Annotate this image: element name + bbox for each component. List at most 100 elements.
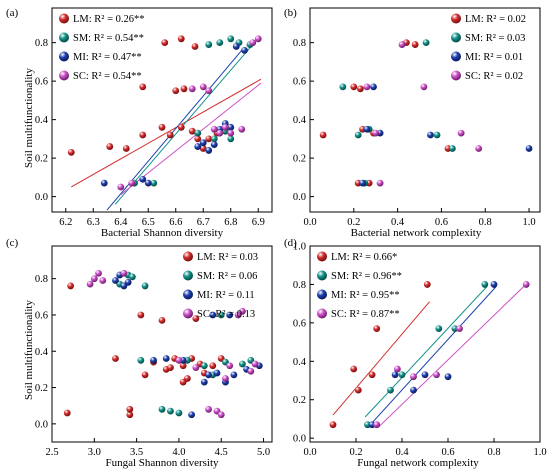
point-sm xyxy=(339,83,347,91)
legend-marker-sc xyxy=(59,70,69,81)
panel-c: (c) Soil multifunctionality Fungal Shann… xyxy=(6,237,273,469)
point-lm xyxy=(319,131,327,139)
plot-frame xyxy=(309,245,541,443)
legend-label-lm: LM: R² = 0.02 xyxy=(465,14,526,25)
panel-d: (d) Fungal network complexity 0.0 0.2 0.4 0… xyxy=(284,237,547,469)
point-mi xyxy=(232,43,240,50)
point-sc xyxy=(373,421,381,429)
point-lm xyxy=(67,282,75,290)
panel-label: (d) xyxy=(284,237,297,249)
y-tick-label: 0.8 xyxy=(35,274,48,285)
legend-label-sm: SM: R² = 0.06 xyxy=(197,271,257,282)
y-axis-title: Soil multifunctionality xyxy=(23,300,35,400)
point-mi xyxy=(210,141,218,149)
y-tick-label: 0.4 xyxy=(35,115,49,126)
point-lm xyxy=(354,386,362,394)
point-mi xyxy=(213,369,221,377)
point-mi xyxy=(188,411,196,419)
point-lm xyxy=(177,35,185,43)
point-sc xyxy=(376,179,384,187)
point-mi xyxy=(112,277,119,284)
fit-line-mi xyxy=(371,286,497,424)
point-sc xyxy=(433,371,440,379)
point-lm xyxy=(161,39,169,47)
point-sc xyxy=(188,85,196,93)
point-mi xyxy=(162,355,170,362)
point-sc xyxy=(372,129,380,137)
legend-label-mi: MI: R² = 0.95** xyxy=(331,290,400,301)
point-lm xyxy=(126,411,134,419)
point-mi xyxy=(227,123,235,131)
point-mi xyxy=(363,125,371,133)
point-sm xyxy=(227,35,235,43)
x-tick-label: 6.8 xyxy=(224,217,237,228)
legend-label-sm: SM: R² = 0.54** xyxy=(73,33,144,44)
point-mi xyxy=(230,371,238,379)
point-lm xyxy=(205,135,213,143)
point-lm xyxy=(188,127,196,135)
legend-marker-sc xyxy=(451,70,461,81)
y-tick-label: 0.6 xyxy=(35,77,48,88)
panel-a: (a) Soil multifunctionality Bacterial Sh… xyxy=(6,7,273,239)
point-sc xyxy=(254,35,262,43)
x-tick-label: 0.4 xyxy=(395,447,409,458)
point-lm xyxy=(329,421,337,429)
legend-label-mi: MI: R² = 0.47** xyxy=(73,52,142,63)
fit-line-sc xyxy=(120,82,262,196)
point-lm xyxy=(63,409,71,417)
point-sc xyxy=(128,179,136,187)
point-sm xyxy=(205,41,213,48)
x-tick-label: 0.0 xyxy=(303,217,316,228)
legend-marker-sm xyxy=(451,32,461,43)
panel-label: (b) xyxy=(284,7,297,19)
point-mi xyxy=(209,311,217,319)
point-sm xyxy=(128,273,136,281)
point-sm xyxy=(210,135,218,143)
point-mi xyxy=(194,143,202,150)
point-sm xyxy=(167,407,174,415)
point-lm xyxy=(177,123,185,131)
point-mi xyxy=(199,139,207,147)
point-lm xyxy=(122,145,130,152)
point-sc xyxy=(199,83,207,91)
point-lm xyxy=(112,355,119,362)
point-sc xyxy=(420,83,428,91)
point-lm xyxy=(191,43,199,50)
legend-label-sc: SC: R² = 0.13 xyxy=(197,309,255,320)
point-sm xyxy=(238,360,246,368)
point-lm xyxy=(194,135,202,143)
fit-line-sm xyxy=(114,44,254,205)
point-lm xyxy=(411,41,419,48)
point-lm xyxy=(199,145,207,152)
x-tick-label: 0.4 xyxy=(391,217,405,228)
point-sc xyxy=(249,39,257,47)
point-mi xyxy=(150,356,157,364)
point-sm xyxy=(227,135,235,143)
point-sc xyxy=(90,275,98,283)
x-axis-title: Bacterial network complexity xyxy=(351,227,482,239)
point-sc xyxy=(205,405,212,413)
point-sm xyxy=(217,311,225,319)
point-lm xyxy=(137,311,145,319)
plot-frame xyxy=(51,7,273,213)
x-tick-label: 6.7 xyxy=(197,217,210,228)
point-sc xyxy=(205,87,213,95)
legend-marker-sm xyxy=(59,32,69,43)
y-tick-label: 0.0 xyxy=(293,192,306,203)
x-tick-label: 0.0 xyxy=(303,447,316,458)
x-tick-label: 0.6 xyxy=(435,217,448,228)
x-tick-label: 2.5 xyxy=(45,447,58,458)
legend-label-sc: SC: R² = 0.54** xyxy=(73,71,142,82)
legend-marker-sc xyxy=(317,308,327,319)
point-mi xyxy=(359,179,366,187)
point-sc xyxy=(99,277,107,284)
point-sm xyxy=(200,362,208,370)
legend-marker-mi xyxy=(183,289,193,300)
legend-label-sc: SC: R² = 0.02 xyxy=(465,71,523,82)
point-sm xyxy=(175,409,183,417)
point-lm xyxy=(139,131,147,139)
point-lm xyxy=(67,148,75,156)
point-sm xyxy=(194,129,202,137)
point-sm xyxy=(216,39,224,47)
x-tick-label: 6.9 xyxy=(252,217,265,228)
